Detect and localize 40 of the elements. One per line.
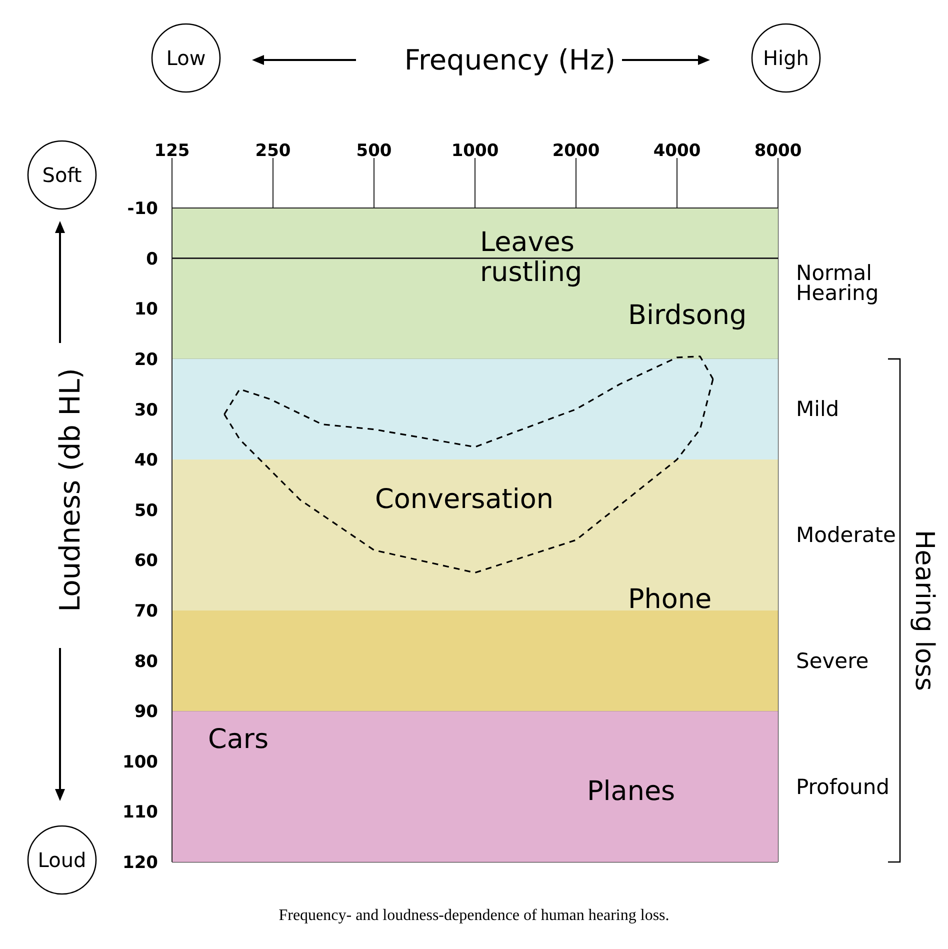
band-label: Moderate xyxy=(796,523,896,547)
annotation: Birdsong xyxy=(628,300,747,331)
y-tick-label: 60 xyxy=(134,551,158,572)
circle-icon: Soft xyxy=(27,140,97,210)
annotation: Conversation xyxy=(375,484,554,515)
y-tick-label: 20 xyxy=(134,350,158,370)
y-tick-label: 110 xyxy=(122,802,158,823)
y-tick-label: -10 xyxy=(127,199,158,220)
y-axis-title: Loudness (db HL) xyxy=(54,368,86,612)
x-tick-label: 500 xyxy=(356,141,392,161)
text: Hearing loss xyxy=(909,530,939,691)
band-label: Profound xyxy=(796,774,890,799)
circle-icon: Low xyxy=(151,23,221,93)
annotation: Leaves rustling xyxy=(480,227,584,288)
band-label: Mild xyxy=(796,397,840,422)
annotation: Planes xyxy=(587,776,676,807)
y-tick-label: 90 xyxy=(134,702,158,722)
annotation: Cars xyxy=(208,724,269,755)
y-tick-label: 70 xyxy=(134,601,158,622)
band-label: Normal Hearing xyxy=(796,261,880,306)
x-axis-title: Frequency (Hz) xyxy=(404,44,616,76)
y-tick-label: 10 xyxy=(134,300,158,320)
circle-icon: Loud xyxy=(27,825,97,895)
y-tick-label: 30 xyxy=(134,400,158,420)
x-tick-label: 125 xyxy=(154,141,190,161)
x-tick-label: 1000 xyxy=(451,141,499,161)
y-tick-label: 50 xyxy=(134,500,158,521)
y-tick-label: 120 xyxy=(122,853,158,874)
band-label: Severe xyxy=(796,648,869,673)
y-tick-label: 0 xyxy=(146,249,158,270)
circle-icon: High xyxy=(751,23,821,93)
y-tick-label: 80 xyxy=(134,652,158,672)
text: Frequency- and loudness-dependence of human hearing loss. xyxy=(278,907,670,924)
x-tick-label: 8000 xyxy=(754,141,802,161)
x-tick-label: 250 xyxy=(255,141,291,161)
y-tick-label: 100 xyxy=(122,752,158,772)
annotation: Phone xyxy=(628,584,712,615)
x-tick-label: 2000 xyxy=(552,141,600,161)
y-tick-label: 40 xyxy=(134,450,158,471)
x-tick-label: 4000 xyxy=(653,141,701,161)
